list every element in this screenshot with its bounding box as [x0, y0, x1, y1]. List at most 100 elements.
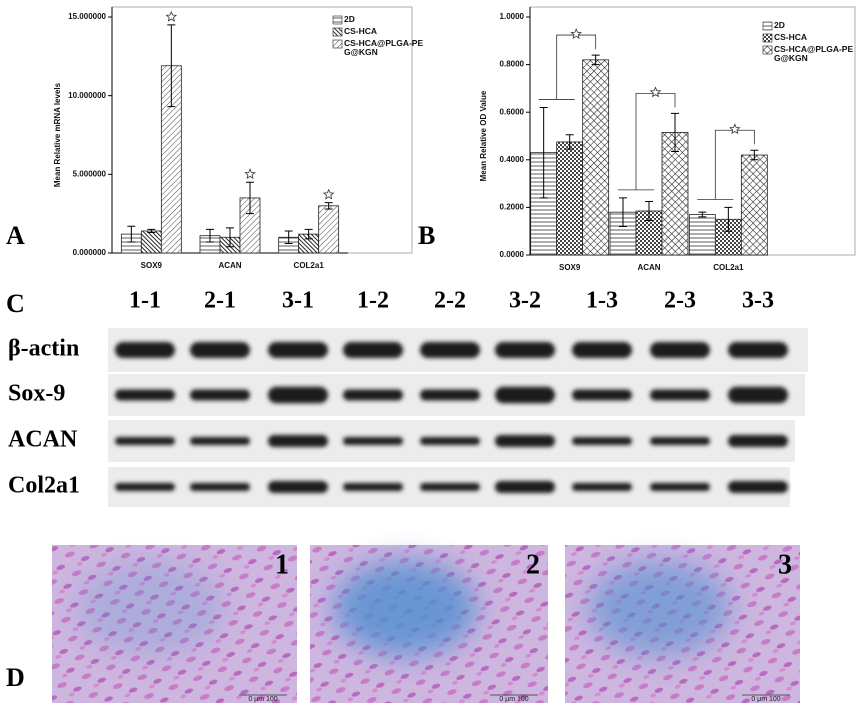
micrograph-number: 2	[526, 549, 540, 580]
alcian-stain	[588, 560, 730, 656]
error-bar	[206, 228, 214, 243]
legend-label: CS-HCA	[774, 33, 808, 42]
bar	[582, 59, 610, 256]
error-bar	[539, 106, 548, 199]
panel-label: D	[6, 663, 25, 692]
error-bar	[591, 54, 600, 66]
x-tick-label: ACAN	[637, 263, 660, 272]
error-bar	[127, 225, 136, 243]
blot-band	[650, 437, 710, 445]
panel-label: A	[6, 221, 25, 250]
error-bar	[671, 112, 679, 152]
bar-chart: 0.000000 5.000000 10.000000 15.000000 Mean R…	[53, 6, 424, 270]
blot-band	[572, 437, 632, 445]
legend-label: 2D	[344, 15, 355, 24]
blot-band	[190, 483, 250, 491]
bar	[556, 141, 584, 256]
legend-label: CS-HCA@PLGA-PEG@KGN	[774, 45, 854, 63]
lane-label: 2-3	[664, 288, 696, 314]
legend-label: CS-HCA	[344, 27, 378, 36]
bar	[318, 205, 340, 254]
blot-band	[115, 342, 175, 358]
blot-band	[343, 342, 403, 358]
bar	[661, 132, 689, 256]
blot-band	[343, 483, 403, 491]
legend-entry: CS-HCA	[344, 27, 378, 36]
blot-band	[495, 435, 555, 447]
legend-swatch	[332, 15, 343, 25]
blot-band	[115, 437, 175, 445]
bar	[140, 230, 162, 254]
legend-swatch	[762, 45, 773, 55]
error-bar	[750, 149, 759, 161]
blot-band	[268, 481, 328, 493]
blot-band	[420, 342, 480, 358]
blot-band	[343, 437, 403, 445]
blot-band	[190, 342, 250, 358]
x-tick-label: SOX9	[559, 263, 581, 272]
blot-band	[572, 483, 632, 491]
lane-label: 3-3	[742, 288, 774, 314]
micrograph-number: 3	[778, 549, 792, 580]
blot-band	[190, 437, 250, 445]
scale-label: 0 μm 100	[499, 696, 528, 703]
error-bar	[304, 228, 313, 240]
blot-band	[728, 342, 788, 358]
y-tick-label: 0.4000	[500, 155, 525, 164]
error-bar	[619, 197, 627, 227]
blot-band	[572, 389, 632, 401]
lane-label: 2-2	[434, 288, 466, 314]
lane-label: 1-1	[129, 288, 161, 314]
x-tick-label: COL2a1	[294, 261, 325, 270]
blot-band	[115, 389, 175, 401]
blot-band	[115, 483, 175, 491]
legend-entry: CS-HCA	[774, 33, 808, 42]
error-bar	[324, 202, 333, 210]
blot-band	[420, 389, 480, 401]
blot-band	[650, 389, 710, 401]
y-tick-label: 15.000000	[68, 12, 106, 21]
lane-label: 3-2	[509, 288, 541, 314]
legend-entry: 2D	[344, 15, 355, 24]
blot-band	[343, 389, 403, 401]
error-bar	[724, 206, 733, 232]
significance-star	[729, 123, 741, 135]
blot-band	[268, 386, 328, 404]
legend-swatch	[762, 21, 773, 31]
legend-entry: CS-HCA@PLGA-PEG@KGN	[344, 39, 424, 57]
lane-label: 1-3	[586, 288, 618, 314]
legend-entry: CS-HCA@PLGA-PEG@KGN	[774, 45, 854, 63]
micrographs: 1 0 μm 100 2 0 μm 100 3 0 μm 100	[52, 545, 800, 703]
legend-label: CS-HCA@PLGA-PEG@KGN	[344, 39, 424, 57]
bar-chart: 0.0000 0.2000 0.4000 0.6000 0.8000 1.0000 Mean…	[479, 6, 856, 272]
row-label: Sox-9	[8, 381, 65, 407]
blot-band	[728, 386, 788, 404]
legend-entry: 2D	[774, 21, 785, 30]
blot-band	[728, 435, 788, 447]
blot-band	[420, 437, 480, 445]
error-bar	[167, 24, 176, 108]
legend-swatch	[332, 27, 343, 37]
y-tick-label: 5.000000	[73, 169, 107, 178]
error-bar	[226, 227, 234, 248]
error-bar	[565, 134, 574, 150]
y-tick-label: 0.000000	[73, 248, 107, 257]
significance-star	[322, 188, 335, 200]
y-tick-label: 0.6000	[500, 107, 525, 116]
blot-band	[728, 481, 788, 493]
bar	[688, 214, 716, 256]
x-tick-label: SOX9	[141, 261, 163, 270]
y-tick-label: 0.2000	[500, 203, 525, 212]
y-tick-label: 1.0000	[500, 12, 525, 21]
y-tick-label: 0.8000	[500, 60, 525, 69]
error-bar	[246, 181, 254, 215]
legend-swatch	[762, 33, 773, 43]
row-label: Col2a1	[8, 473, 80, 499]
charts: 0.000000 5.000000 10.000000 15.000000 Mean R…	[53, 6, 856, 272]
bar	[740, 154, 768, 256]
y-axis-label: Mean Relative OD Value	[479, 90, 488, 181]
significance-star	[649, 86, 662, 98]
y-axis-label: Mean Relative mRNA levels	[53, 82, 62, 187]
y-tick-label: 0.0000	[500, 250, 525, 259]
